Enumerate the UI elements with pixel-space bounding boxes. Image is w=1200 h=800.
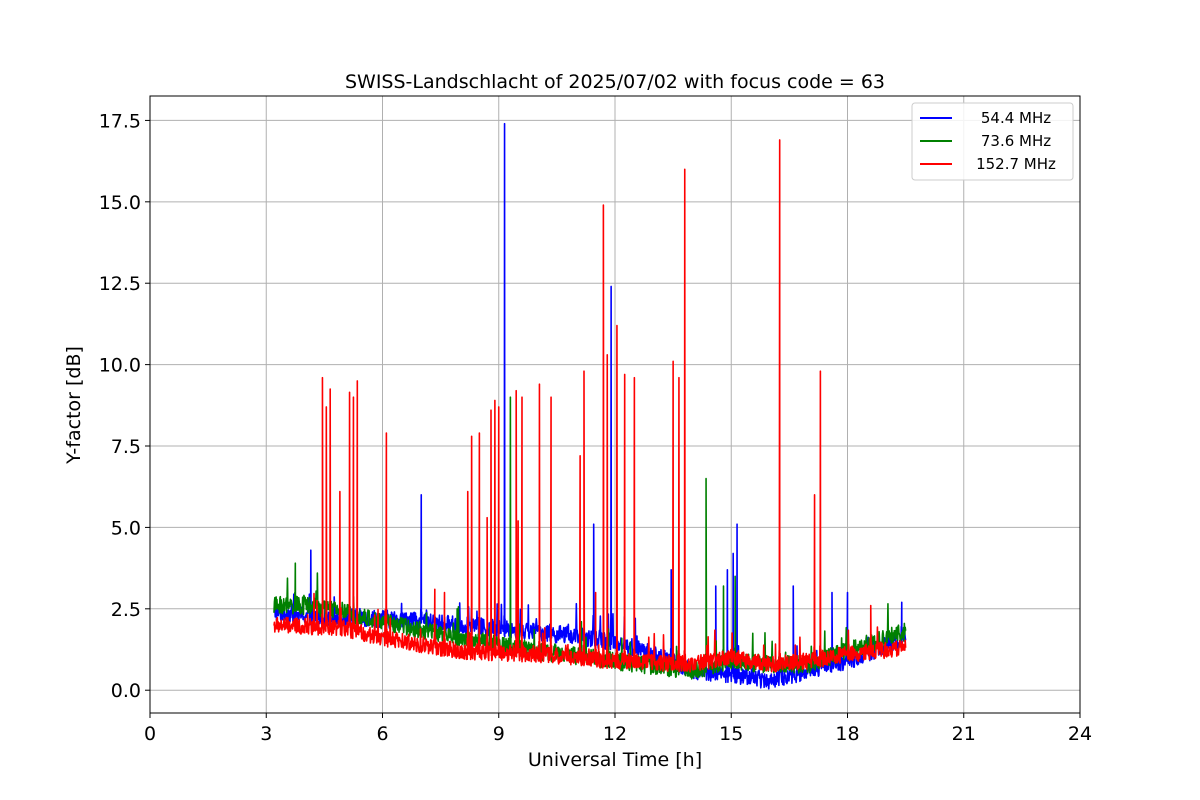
legend-label-54-4-mhz: 54.4 MHz — [981, 109, 1051, 127]
legend: 54.4 MHz 73.6 MHz 152.7 MHz — [911, 102, 1074, 181]
x-axis-label: Universal Time [h] — [528, 749, 702, 771]
x-tick-label: 9 — [493, 723, 505, 745]
x-tick-label: 21 — [952, 723, 976, 745]
series-layer — [273, 122, 907, 690]
legend-label-73-6-mhz: 73.6 MHz — [981, 132, 1051, 150]
y-axis: 0.0 2.5 5.0 7.5 10.0 12.5 15.0 17.5 — [99, 110, 150, 702]
legend-box — [911, 102, 1074, 181]
y-tick-label: 15.0 — [99, 192, 141, 214]
y-tick-label: 2.5 — [111, 599, 141, 621]
y-tick-label: 12.5 — [99, 273, 141, 295]
y-tick-label: 7.5 — [111, 436, 141, 458]
grid — [149, 96, 1081, 713]
x-tick-label: 0 — [144, 723, 156, 745]
x-axis: 0 3 6 9 12 15 18 21 24 — [144, 713, 1092, 745]
y-tick-label: 0.0 — [111, 680, 141, 702]
series-line-152-7-mhz — [273, 139, 907, 673]
x-tick-label: 24 — [1068, 723, 1092, 745]
x-tick-label: 12 — [603, 723, 627, 745]
x-tick-label: 3 — [260, 723, 272, 745]
series-line-54-4-mhz — [273, 122, 907, 690]
y-axis-label: Y-factor [dB] — [63, 346, 85, 465]
chart-title: SWISS-Landschlacht of 2025/07/02 with fo… — [345, 71, 885, 93]
y-tick-label: 17.5 — [99, 110, 141, 132]
x-tick-label: 15 — [719, 723, 743, 745]
x-tick-label: 18 — [835, 723, 859, 745]
y-tick-label: 10.0 — [99, 355, 141, 377]
y-tick-label: 5.0 — [111, 517, 141, 539]
x-tick-label: 6 — [376, 723, 388, 745]
legend-label-152-7-mhz: 152.7 MHz — [976, 155, 1056, 173]
